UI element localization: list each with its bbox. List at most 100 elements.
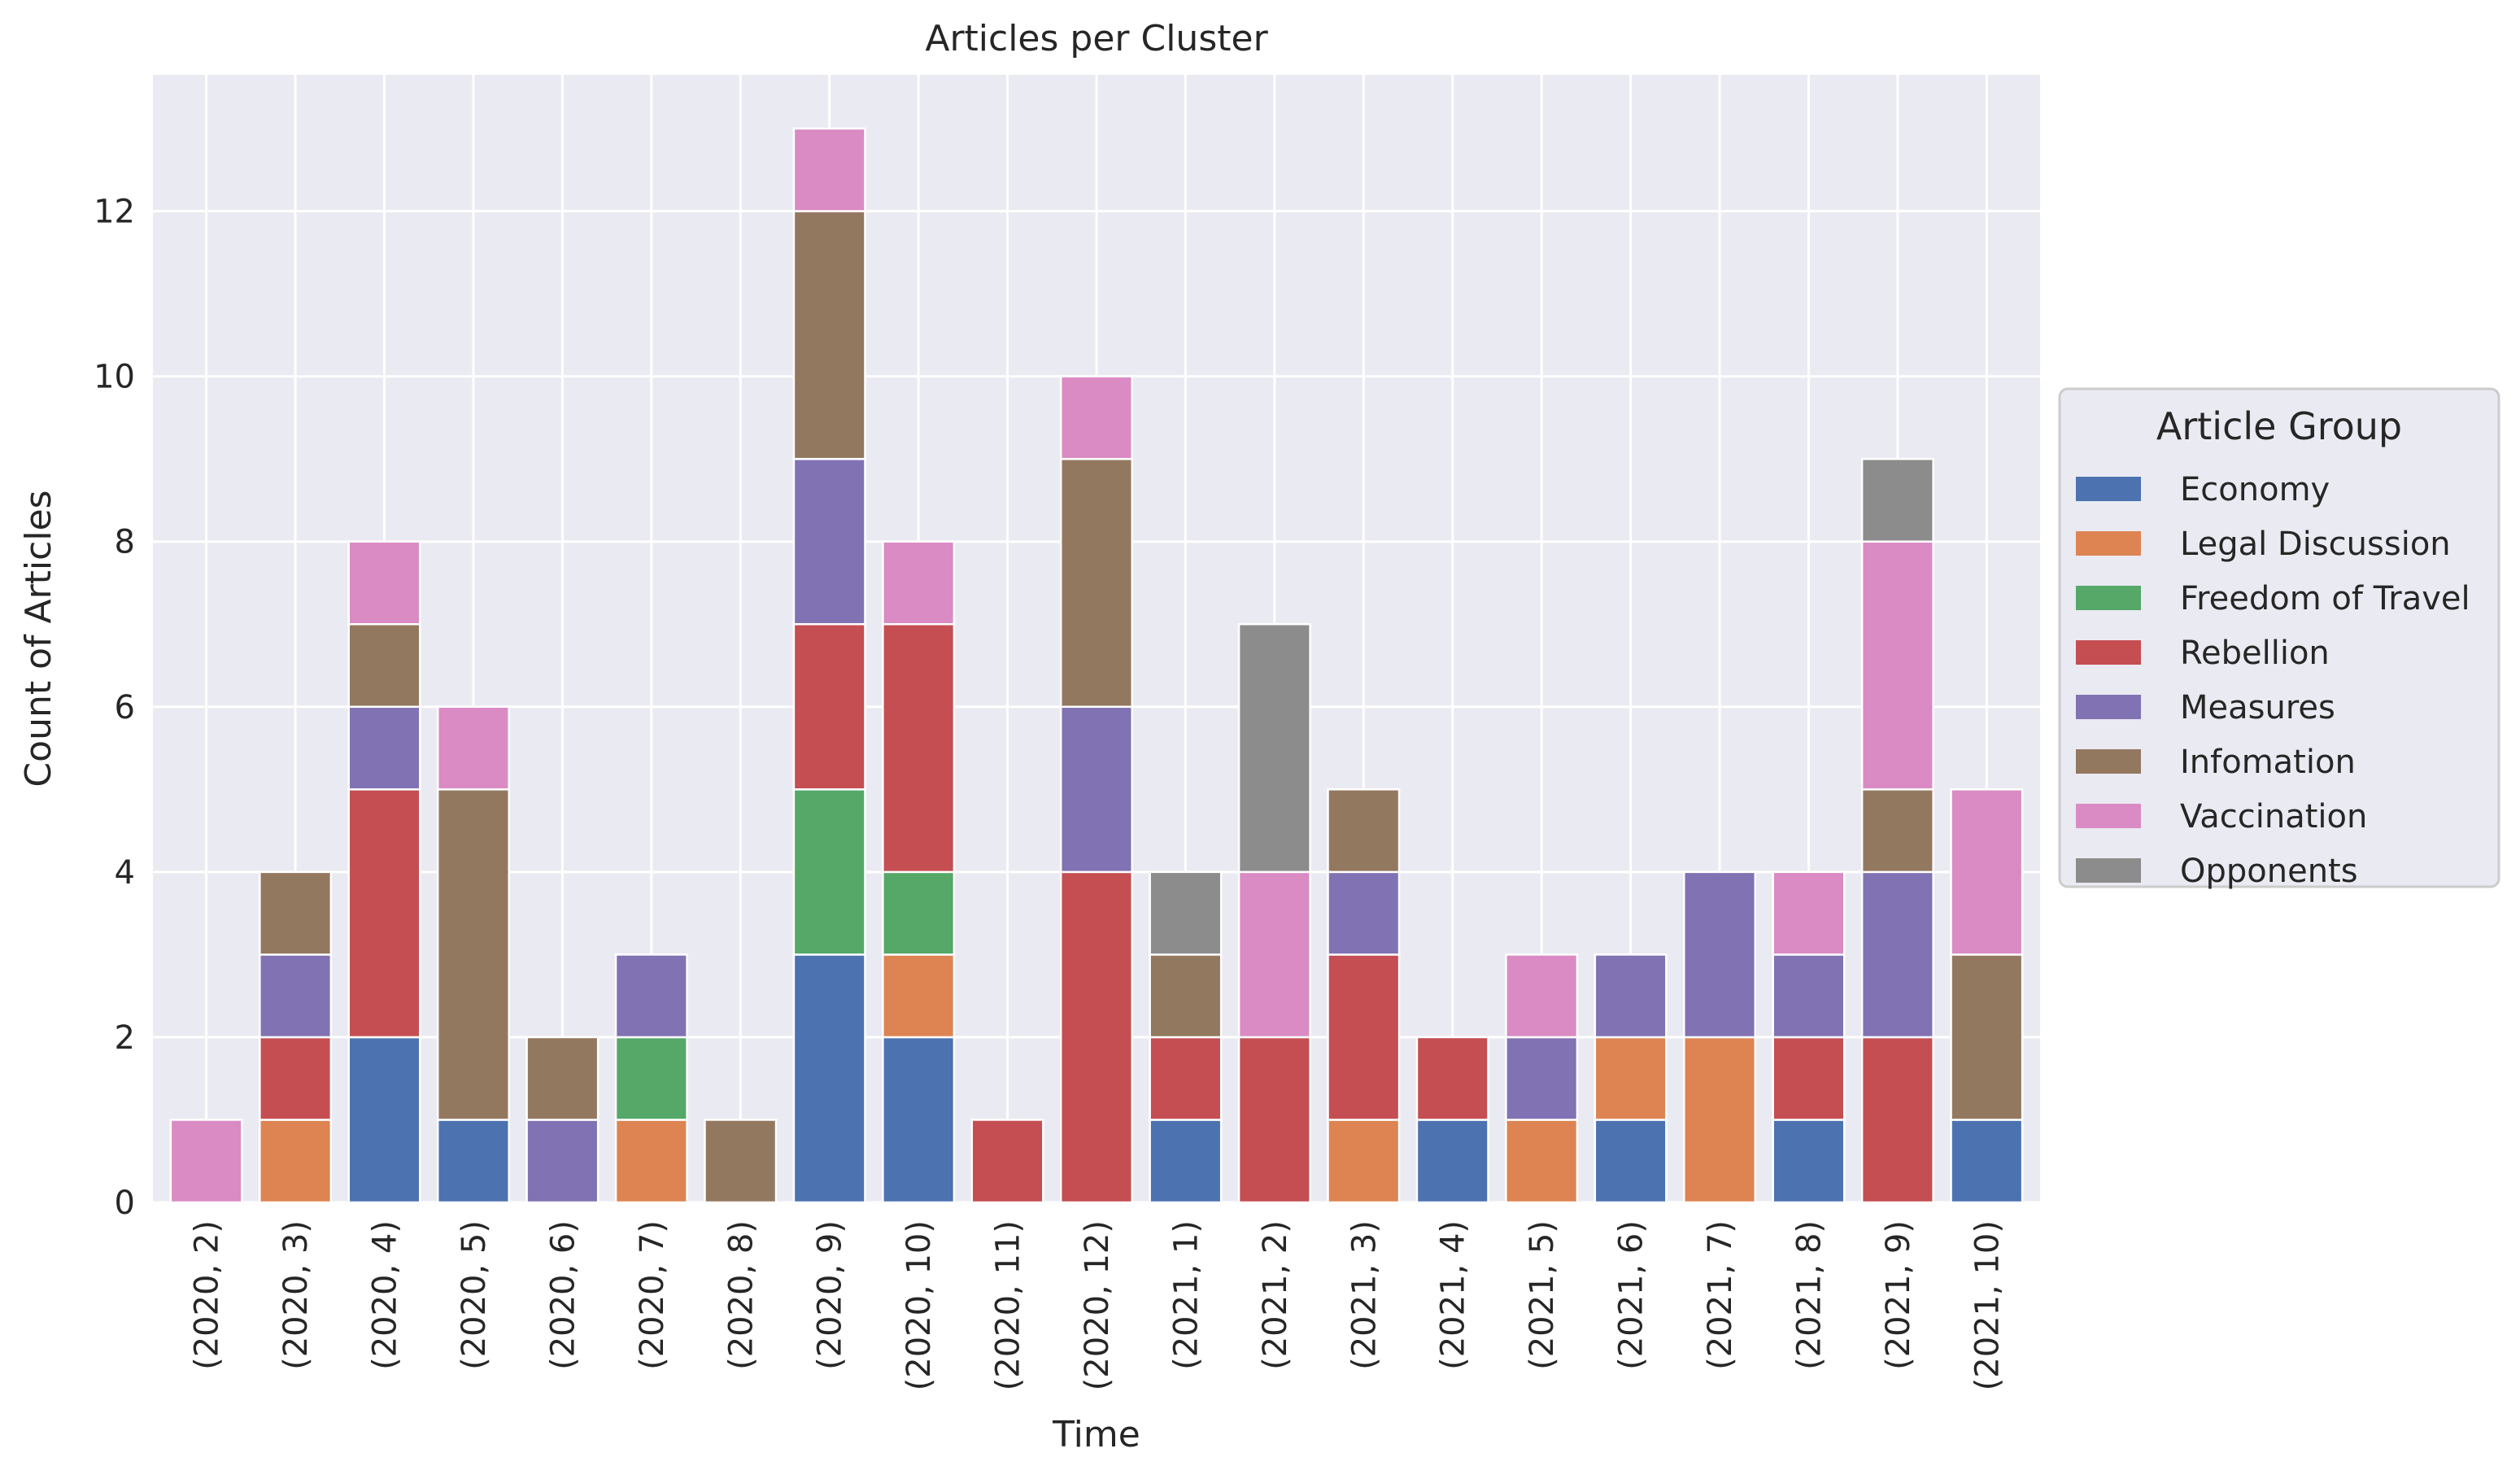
x-tick-label: (2020, 8) xyxy=(722,1220,760,1370)
legend-label: Freedom of Travel xyxy=(2180,580,2470,617)
y-tick-label: 0 xyxy=(115,1185,135,1222)
bar-vaccination xyxy=(882,540,956,626)
legend-swatch xyxy=(2076,804,2141,828)
x-tick-label: (2020, 5) xyxy=(456,1220,493,1370)
legend-item-legal-discussion: Legal Discussion xyxy=(2076,526,2451,563)
legend-label: Opponents xyxy=(2180,853,2358,890)
x-tick-label: (2021, 9) xyxy=(1880,1220,1917,1370)
bar-freedom-of-travel xyxy=(614,1036,688,1121)
y-tick-label: 6 xyxy=(115,689,135,726)
legend-label: Infomation xyxy=(2180,744,2356,781)
bar-opponents xyxy=(1237,622,1311,874)
bar-rebellion xyxy=(882,622,956,874)
x-tick-label: (2020, 7) xyxy=(634,1220,671,1370)
bar-infomation xyxy=(792,210,866,460)
bar-infomation xyxy=(347,622,421,709)
x-tick-label: (2020, 6) xyxy=(544,1220,582,1370)
legend-title: Article Group xyxy=(2156,404,2402,448)
bar-measures xyxy=(1594,953,1668,1039)
bar-rebellion xyxy=(1772,1036,1846,1121)
legend-item-vaccination: Vaccination xyxy=(2076,798,2367,835)
legend-swatch xyxy=(2076,531,2141,556)
bar-measures xyxy=(1683,870,1757,1039)
legend-item-economy: Economy xyxy=(2076,471,2330,508)
y-tick-label: 4 xyxy=(115,854,135,892)
bar-infomation xyxy=(1327,788,1401,874)
x-tick-label: (2021, 6) xyxy=(1613,1220,1650,1370)
bar-economy xyxy=(792,953,866,1204)
legend-item-measures: Measures xyxy=(2076,689,2335,726)
legend-swatch xyxy=(2076,749,2141,774)
legend: Article Group Economy Legal Discussion Fre… xyxy=(2058,387,2500,890)
x-tick-label: (2020, 11) xyxy=(990,1220,1027,1390)
bar-measures xyxy=(1505,1036,1579,1121)
x-tick-label: (2021, 10) xyxy=(1968,1220,2006,1390)
bar-vaccination xyxy=(1505,953,1579,1039)
bar-measures xyxy=(1860,870,1934,1039)
legend-swatch xyxy=(2076,640,2141,665)
bar-rebellion xyxy=(1860,1036,1934,1204)
x-tick-label: (2021, 4) xyxy=(1435,1220,1472,1370)
legend-label: Measures xyxy=(2180,689,2335,726)
legend-box xyxy=(2058,387,2500,888)
bar-vaccination xyxy=(1860,540,1934,791)
legend-item-opponents: Opponents xyxy=(2076,853,2358,890)
legend-item-infomation: Infomation xyxy=(2076,744,2356,781)
x-tick-label: (2020, 9) xyxy=(812,1220,849,1370)
x-tick-label: (2020, 3) xyxy=(277,1220,315,1370)
bar-legal-discussion xyxy=(614,1119,688,1204)
legend-swatch xyxy=(2076,695,2141,719)
bar-measures xyxy=(259,953,333,1039)
bar-measures xyxy=(1327,870,1401,956)
bar-opponents xyxy=(1149,870,1223,956)
bar-measures xyxy=(614,953,688,1039)
bar-rebellion xyxy=(259,1036,333,1121)
x-tick-label: (2021, 2) xyxy=(1257,1220,1294,1370)
bar-economy xyxy=(347,1036,421,1204)
bar-vaccination xyxy=(436,705,510,791)
y-tick-label: 8 xyxy=(115,524,135,561)
bar-vaccination xyxy=(1237,870,1311,1039)
chart-title: Articles per Cluster xyxy=(925,18,1268,59)
y-axis-ticks: 0 2 4 6 8 10 12 xyxy=(94,194,135,1222)
x-tick-label: (2021, 8) xyxy=(1790,1220,1828,1370)
x-tick-label: (2020, 2) xyxy=(189,1220,226,1370)
bar-measures xyxy=(347,705,421,791)
bar-legal-discussion xyxy=(1505,1119,1579,1204)
legend-label: Rebellion xyxy=(2180,635,2330,672)
bar-rebellion xyxy=(1059,870,1134,1204)
bar-legal-discussion xyxy=(1683,1036,1757,1204)
bar-economy xyxy=(1594,1119,1668,1204)
bar-measures xyxy=(525,1119,599,1204)
bar-legal-discussion xyxy=(882,953,956,1039)
x-tick-label: (2021, 7) xyxy=(1702,1220,1739,1370)
x-tick-label: (2021, 1) xyxy=(1167,1220,1205,1370)
bars xyxy=(169,127,2024,1204)
bar-vaccination xyxy=(1772,870,1846,956)
bar-infomation xyxy=(259,870,333,956)
bar-infomation xyxy=(704,1119,778,1204)
bar-legal-discussion xyxy=(1327,1119,1401,1204)
y-axis-label: Count of Articles xyxy=(18,490,59,787)
bar-opponents xyxy=(1860,457,1934,543)
bar-vaccination xyxy=(792,127,866,212)
x-tick-label: (2020, 10) xyxy=(900,1220,938,1390)
bar-infomation xyxy=(1860,788,1934,874)
bar-legal-discussion xyxy=(259,1119,333,1204)
bar-economy xyxy=(1772,1119,1846,1204)
y-tick-label: 10 xyxy=(94,359,135,396)
bar-freedom-of-travel xyxy=(882,870,956,956)
bar-infomation xyxy=(436,788,510,1121)
bar-rebellion xyxy=(1415,1036,1489,1121)
legend-label: Vaccination xyxy=(2180,798,2367,835)
legend-swatch xyxy=(2076,586,2141,610)
bar-infomation xyxy=(1059,457,1134,709)
bar-legal-discussion xyxy=(1594,1036,1668,1121)
x-tick-label: (2021, 5) xyxy=(1524,1220,1561,1370)
x-tick-label: (2020, 12) xyxy=(1079,1220,1116,1390)
legend-swatch xyxy=(2076,477,2141,501)
bar-economy xyxy=(1149,1119,1223,1204)
bar-infomation xyxy=(1149,953,1223,1039)
bar-rebellion xyxy=(970,1119,1044,1204)
